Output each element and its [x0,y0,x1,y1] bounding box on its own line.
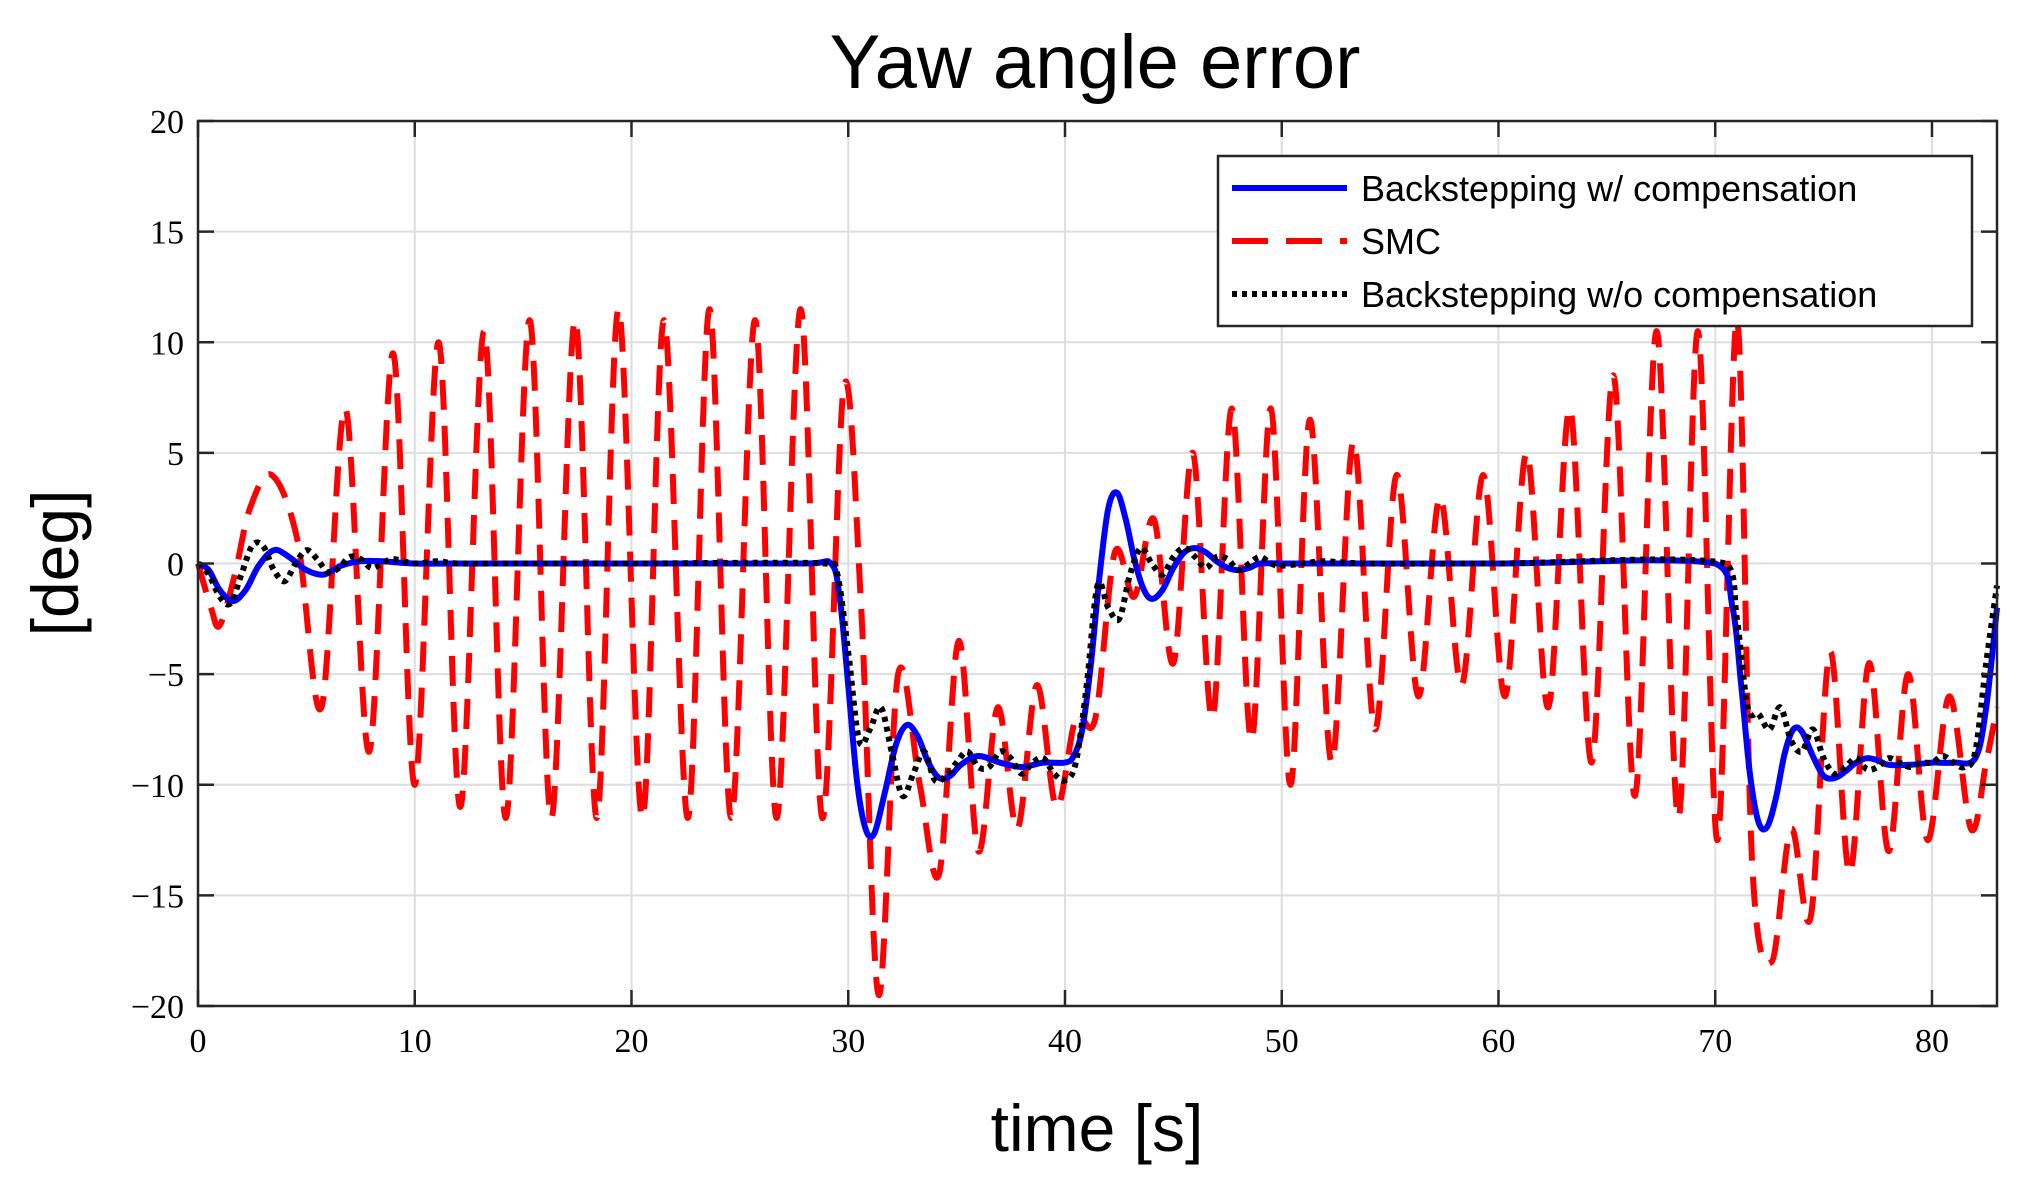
y-tick-label: −15 [131,878,184,915]
y-tick-label: −10 [131,768,184,805]
y-tick-label: −20 [131,989,184,1026]
x-tick-label: 10 [398,1023,432,1060]
y-tick-labels: −20 −15 −10 −5 0 5 10 15 20 [131,104,184,1026]
legend-label-smc: SMC [1361,221,1441,262]
y-tick-label: 20 [150,104,184,141]
legend: Backstepping w/ compensation SMC Backste… [1216,154,1974,328]
y-tick-label: 15 [150,215,184,252]
x-tick-label: 0 [190,1023,207,1060]
x-tick-label: 80 [1915,1023,1949,1060]
legend-label-backstepping-comp: Backstepping w/ compensation [1361,168,1857,209]
y-axis-label: [deg] [18,490,92,637]
chart-title: Yaw angle error [830,20,1361,105]
x-tick-label: 40 [1048,1023,1082,1060]
series-line-backstepping-w-o-compensation [195,539,2000,800]
x-tick-label: 50 [1265,1023,1299,1060]
series-lines [195,306,2000,998]
x-tick-label: 20 [614,1023,648,1060]
axis-ticks [196,119,1997,1008]
x-tick-label: 60 [1481,1023,1515,1060]
x-tick-labels: 0 10 20 30 40 50 60 70 80 [190,1023,1949,1060]
legend-label-backstepping-nocomp: Backstepping w/o compensation [1361,274,1877,315]
y-tick-label: 10 [150,325,184,362]
y-tick-label: 0 [167,547,184,584]
x-tick-label: 30 [831,1023,865,1060]
y-tick-label: 5 [167,436,184,473]
y-tick-label: −5 [148,657,184,694]
x-tick-label: 70 [1698,1023,1732,1060]
series-line-smc [195,306,2000,998]
x-axis-label: time [s] [991,1091,1204,1165]
